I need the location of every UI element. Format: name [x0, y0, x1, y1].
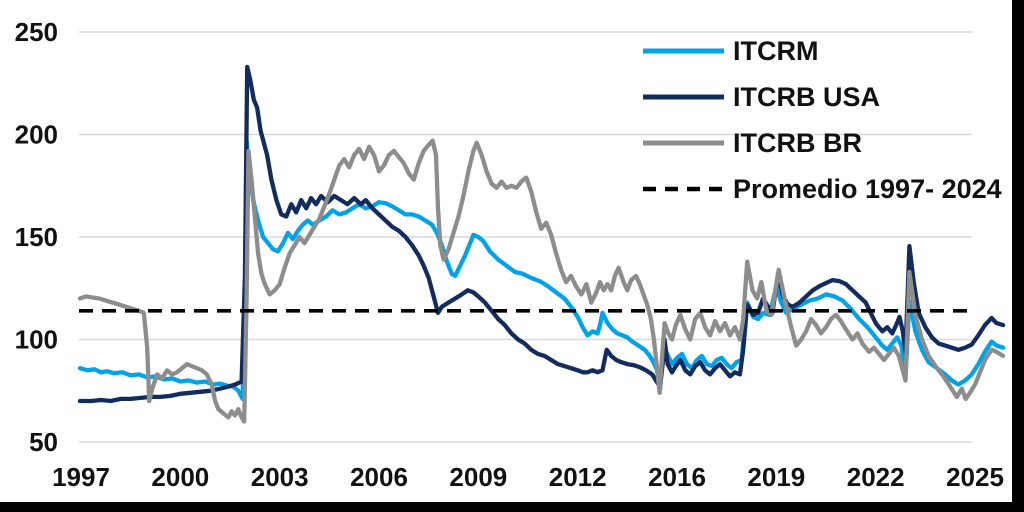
itcrb-br-line-swatch [643, 140, 724, 146]
y-tick-label-200: 200 [15, 120, 58, 150]
itcrb-usa-line-swatch [643, 94, 724, 100]
series-line-itcrb-usa [77, 64, 1006, 404]
legend-item-promedio: Promedio 1997- 2024 [643, 166, 1002, 212]
legend-item-itcrb-br: ITCRB BR [643, 120, 1002, 166]
y-tick-label-250: 250 [15, 17, 58, 47]
legend-label-itcrb-br: ITCRB BR [733, 127, 862, 158]
legend-item-itcrm: ITCRM [643, 28, 1002, 74]
y-tick-label-150: 150 [15, 222, 58, 252]
black-right-border [1012, 0, 1024, 512]
y-tick-label-50: 50 [29, 427, 58, 457]
series-line-itcrb-br [77, 138, 1006, 424]
x-tick-label-2012: 2012 [549, 462, 607, 492]
x-tick-label-2019: 2019 [747, 462, 805, 492]
x-tick-label-2016: 2016 [648, 462, 706, 492]
x-tick-label-2022: 2022 [847, 462, 905, 492]
x-tick-label-2009: 2009 [449, 462, 507, 492]
x-tick-label-2006: 2006 [350, 462, 408, 492]
promedio-dashed-swatch [643, 186, 724, 192]
black-bottom-border [0, 502, 1024, 512]
x-tick-label-2000: 2000 [151, 462, 209, 492]
x-tick-label-2003: 2003 [251, 462, 309, 492]
x-tick-label-1997: 1997 [52, 462, 110, 492]
y-tick-label-100: 100 [15, 325, 58, 355]
legend-label-itcrb-usa: ITCRB USA [733, 81, 880, 112]
itcrm-line-swatch [643, 48, 724, 54]
x-tick-label-2025: 2025 [946, 462, 1004, 492]
legend-item-itcrb-usa: ITCRB USA [643, 74, 1002, 120]
legend: ITCRM ITCRB USA ITCRB BR Promedio 1997- … [643, 28, 1002, 212]
legend-label-itcrm: ITCRM [733, 35, 819, 66]
legend-label-promedio: Promedio 1997- 2024 [733, 173, 1002, 204]
